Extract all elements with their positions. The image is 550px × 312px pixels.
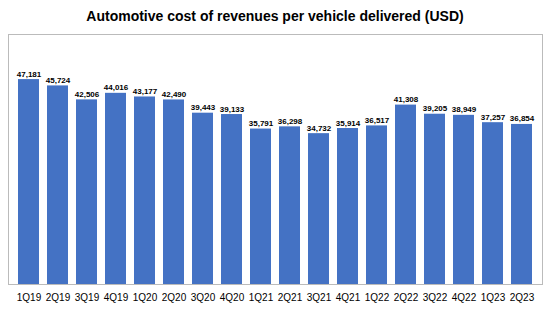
svg-text:3Q21: 3Q21 xyxy=(307,292,332,303)
svg-text:4Q19: 4Q19 xyxy=(104,292,129,303)
svg-text:2Q19: 2Q19 xyxy=(46,292,71,303)
svg-text:36,517: 36,517 xyxy=(365,116,390,125)
svg-text:3Q19: 3Q19 xyxy=(75,292,100,303)
svg-text:2Q20: 2Q20 xyxy=(162,292,187,303)
svg-text:1Q22: 1Q22 xyxy=(365,292,390,303)
svg-text:1Q21: 1Q21 xyxy=(249,292,274,303)
svg-text:4Q20: 4Q20 xyxy=(220,292,245,303)
svg-text:39,443: 39,443 xyxy=(191,103,216,112)
svg-text:1Q23: 1Q23 xyxy=(481,292,506,303)
svg-text:3Q20: 3Q20 xyxy=(191,292,216,303)
svg-text:43,177: 43,177 xyxy=(133,87,158,96)
svg-text:41,308: 41,308 xyxy=(394,95,419,104)
svg-text:1Q20: 1Q20 xyxy=(133,292,158,303)
svg-text:34,732: 34,732 xyxy=(307,124,332,133)
svg-text:2Q21: 2Q21 xyxy=(278,292,303,303)
svg-text:1Q19: 1Q19 xyxy=(17,292,42,303)
svg-text:2Q22: 2Q22 xyxy=(394,292,419,303)
svg-text:2Q23: 2Q23 xyxy=(510,292,535,303)
svg-text:4Q21: 4Q21 xyxy=(336,292,361,303)
svg-text:39,205: 39,205 xyxy=(423,104,448,113)
svg-text:45,724: 45,724 xyxy=(46,76,71,85)
svg-text:36,854: 36,854 xyxy=(510,114,535,123)
svg-text:38,949: 38,949 xyxy=(452,105,477,114)
svg-text:36,298: 36,298 xyxy=(278,117,303,126)
html-text:Automotive cost of revenues pe: Automotive cost of revenues per vehicle … xyxy=(86,8,464,24)
svg-text:42,506: 42,506 xyxy=(75,90,100,99)
svg-text:42,490: 42,490 xyxy=(162,90,187,99)
svg-text:44,016: 44,016 xyxy=(104,83,129,92)
svg-text:35,791: 35,791 xyxy=(249,119,274,128)
svg-text:35,914: 35,914 xyxy=(336,119,361,128)
svg-text:37,257: 37,257 xyxy=(481,113,506,122)
svg-text:39,133: 39,133 xyxy=(220,105,245,114)
svg-text:4Q22: 4Q22 xyxy=(452,292,477,303)
svg-text:47,181: 47,181 xyxy=(17,70,42,79)
svg-text:3Q22: 3Q22 xyxy=(423,292,448,303)
